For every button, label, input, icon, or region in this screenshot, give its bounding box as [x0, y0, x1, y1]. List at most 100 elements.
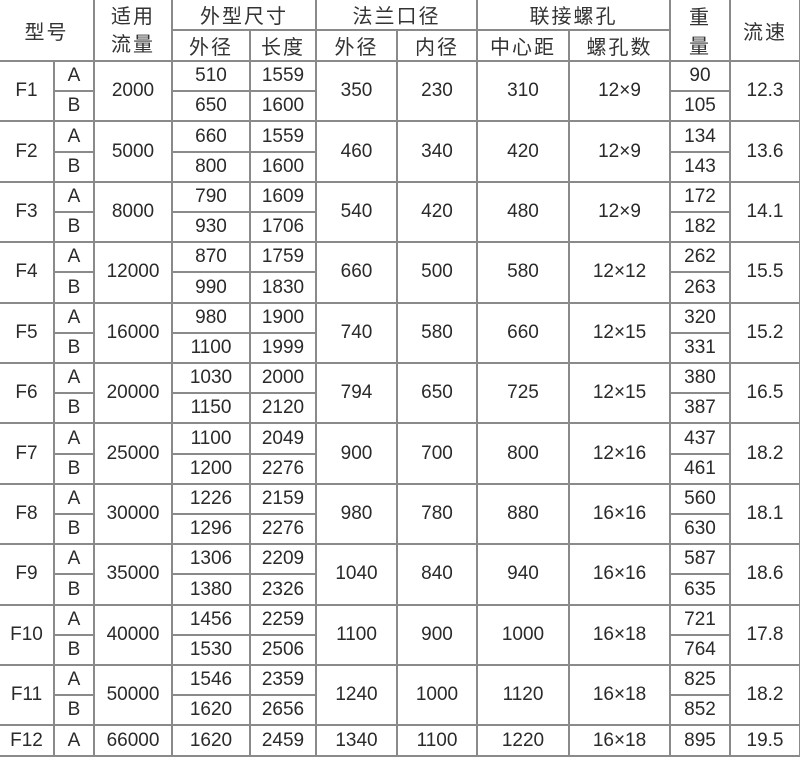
flange-inner-cell: 500: [396, 241, 478, 304]
outer-diameter-cell: 930: [171, 211, 251, 244]
length-cell: 1830: [249, 271, 317, 304]
center-distance-cell: 480: [476, 180, 570, 244]
variant-type-cell: B: [54, 633, 95, 667]
length-cell: 2209: [249, 543, 317, 576]
outer-diameter-cell: 1226: [171, 482, 251, 516]
flange-outer-cell: 1240: [315, 664, 398, 727]
flange-inner-cell: 340: [396, 120, 478, 183]
header-hole-count: 螺孔数: [568, 29, 671, 62]
table-row: F9 A 35000 1306 2209 1040 840 940 16×16 587 18.6: [0, 543, 800, 606]
length-cell: 1600: [249, 150, 317, 183]
variant-type-cell: A: [53, 120, 95, 153]
flange-outer-cell: 980: [315, 482, 398, 546]
variant-type-cell: A: [53, 603, 95, 636]
header-flow-label: 适用流量: [111, 4, 155, 56]
center-distance-cell: 580: [476, 241, 570, 304]
table-row: B 1200 2276 461: [0, 452, 800, 485]
hole-count-cell: 12×12: [568, 241, 671, 304]
speed-cell: 13.6: [729, 120, 800, 183]
model-cell: F2: [0, 120, 55, 183]
outer-diameter-cell: 870: [171, 241, 251, 274]
center-distance-cell: 725: [476, 362, 570, 425]
variant-type-cell: B: [54, 392, 95, 425]
header-dimensions: 外型尺寸: [171, 0, 317, 31]
header-flange: 法兰口径: [315, 0, 478, 31]
variant-type-cell: A: [53, 180, 95, 214]
speed-cell: 17.8: [729, 603, 800, 667]
outer-diameter-cell: 1296: [171, 513, 251, 546]
header-length: 长度: [249, 29, 317, 62]
model-cell: F8: [0, 482, 55, 546]
weight-cell: 380: [669, 362, 731, 395]
header-flow: 适用流量: [93, 0, 173, 62]
weight-cell: 895: [669, 724, 731, 757]
flange-outer-cell: 1340: [315, 724, 398, 757]
variant-type-cell: A: [53, 362, 95, 395]
weight-cell: 560: [669, 482, 731, 516]
weight-cell: 263: [669, 271, 731, 304]
table-row: F12 A 66000 1620 2459 1340 1100 1220 16×18 895 19.…: [0, 724, 800, 757]
variant-type-cell: A: [53, 301, 95, 334]
variant-type-cell: B: [54, 150, 95, 183]
table-row: F3 A 8000 790 1609 540 420 480 12×9 172 14.1: [0, 180, 800, 244]
hole-count-cell: 12×9: [568, 59, 671, 123]
flange-outer-cell: 900: [315, 422, 398, 485]
table-row: B 1150 2120 387: [0, 392, 800, 425]
center-distance-cell: 1120: [476, 664, 570, 727]
outer-diameter-cell: 1100: [171, 422, 251, 455]
table-row: F6 A 20000 1030 2000 794 650 725 12×15 380 16.5: [0, 362, 800, 425]
length-cell: 1759: [249, 241, 317, 274]
outer-diameter-cell: 800: [171, 150, 251, 183]
speed-cell: 18.2: [729, 422, 800, 485]
outer-diameter-cell: 1620: [171, 694, 251, 727]
outer-diameter-cell: 1530: [171, 633, 251, 667]
weight-cell: 172: [669, 180, 731, 214]
center-distance-cell: 660: [476, 301, 570, 365]
flow-cell: 35000: [93, 543, 173, 606]
hole-count-cell: 16×18: [568, 603, 671, 667]
length-cell: 1559: [249, 59, 317, 93]
outer-diameter-cell: 650: [171, 90, 251, 123]
weight-cell: 437: [669, 422, 731, 455]
outer-diameter-cell: 510: [171, 59, 251, 93]
model-cell: F3: [0, 180, 55, 244]
flow-cell: 16000: [93, 301, 173, 365]
flow-cell: 20000: [93, 362, 173, 425]
flow-cell: 12000: [93, 241, 173, 304]
header-speed: 流速: [729, 0, 800, 62]
weight-cell: 461: [669, 452, 731, 485]
variant-type-cell: B: [54, 271, 95, 304]
table-row: B 1620 2656 852: [0, 694, 800, 727]
header-model: 型号: [0, 0, 95, 62]
variant-type-cell: B: [54, 90, 95, 123]
flange-outer-cell: 1040: [315, 543, 398, 606]
weight-cell: 852: [669, 694, 731, 727]
table-row: B 1530 2506 764: [0, 633, 800, 667]
outer-diameter-cell: 1380: [171, 573, 251, 606]
table-row: B 1100 1999 331: [0, 331, 800, 365]
weight-cell: 764: [669, 633, 731, 667]
speed-cell: 14.1: [729, 180, 800, 244]
flow-cell: 50000: [93, 664, 173, 727]
header-flange-inner: 内径: [396, 29, 478, 62]
outer-diameter-cell: 1030: [171, 362, 251, 395]
length-cell: 2656: [249, 694, 317, 727]
variant-type-cell: B: [54, 211, 95, 244]
table-row: B 1296 2276 630: [0, 513, 800, 546]
flow-cell: 40000: [93, 603, 173, 667]
center-distance-cell: 310: [476, 59, 570, 123]
length-cell: 2276: [249, 513, 317, 546]
length-cell: 2000: [249, 362, 317, 395]
header-center-distance: 中心距: [476, 29, 570, 62]
table-body: F1 A 2000 510 1559 350 230 310 12×9 90 12.3 B 650 160…: [0, 59, 800, 757]
hole-count-cell: 12×9: [568, 120, 671, 183]
weight-cell: 320: [669, 301, 731, 334]
header-weight-line2: 量: [689, 34, 711, 58]
flange-inner-cell: 420: [396, 180, 478, 244]
weight-cell: 134: [669, 120, 731, 153]
header-weight-line1: 重: [689, 5, 711, 29]
flange-inner-cell: 840: [396, 543, 478, 606]
speed-cell: 18.6: [729, 543, 800, 606]
flow-cell: 5000: [93, 120, 173, 183]
